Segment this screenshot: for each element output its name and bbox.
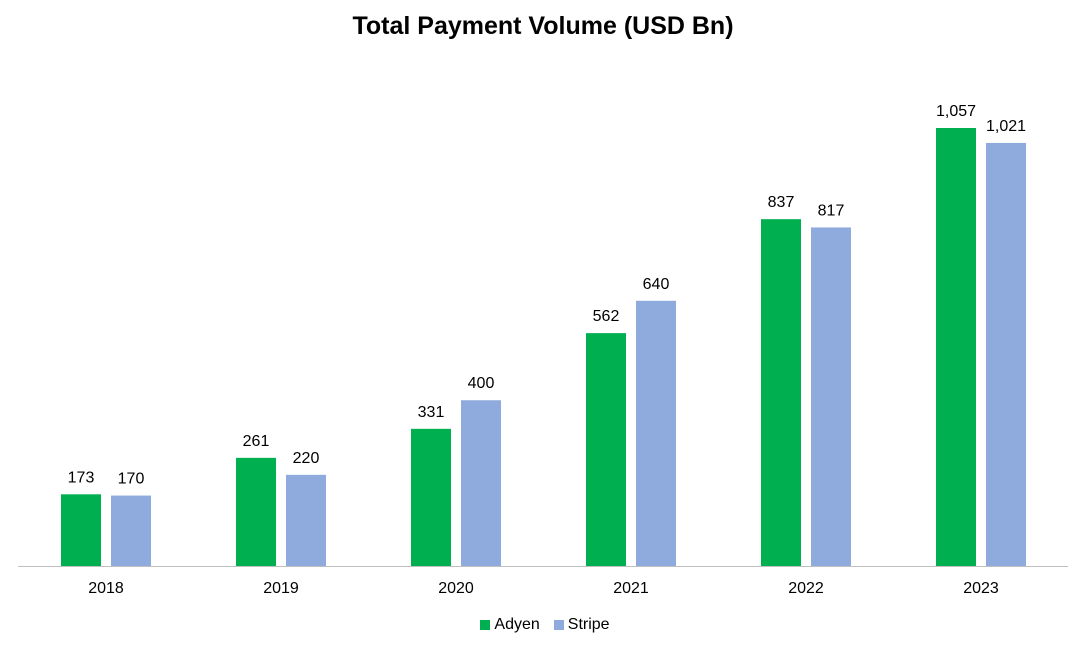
data-label-adyen-2021: 562	[593, 308, 620, 325]
data-label-stripe-2018: 170	[118, 471, 145, 488]
bar-adyen-2022	[761, 219, 801, 566]
bar-stripe-2022	[811, 227, 851, 566]
x-tick-label-2019: 2019	[263, 580, 299, 597]
legend-label-stripe: Stripe	[567, 616, 610, 633]
bar-adyen-2020	[411, 428, 451, 566]
bar-adyen-2018	[61, 494, 101, 566]
bar-adyen-2023	[936, 128, 976, 566]
x-tick-label-2020: 2020	[438, 580, 474, 597]
x-tick-label-2022: 2022	[788, 580, 824, 597]
bar-adyen-2019	[236, 457, 276, 566]
bar-stripe-2023	[986, 142, 1026, 566]
legend-swatch-adyen	[480, 620, 491, 630]
data-label-adyen-2019: 261	[243, 433, 270, 450]
chart-title: Total Payment Volume (USD Bn)	[352, 12, 734, 40]
x-tick-label-2023: 2023	[963, 580, 999, 597]
bar-stripe-2020	[461, 400, 501, 566]
bar-stripe-2018	[111, 495, 151, 566]
legend-item-adyen: Adyen	[480, 616, 540, 634]
data-label-stripe-2019: 220	[293, 450, 320, 467]
bars-group	[61, 128, 1026, 566]
x-tick-labels-group: 2018 2019 2020 2021 2022 2023	[88, 580, 999, 597]
data-label-stripe-2021: 640	[643, 276, 670, 293]
value-labels-group: 173 170 261 220 331 400 562 640 837 817 1,057 1,021	[68, 103, 1026, 488]
legend: Adyen Stripe	[0, 616, 1074, 634]
data-label-stripe-2022: 817	[818, 202, 845, 219]
bar-adyen-2021	[586, 333, 626, 566]
legend-label-adyen: Adyen	[494, 616, 540, 633]
x-tick-label-2021: 2021	[613, 580, 649, 597]
bar-stripe-2021	[636, 300, 676, 566]
legend-item-stripe: Stripe	[553, 616, 610, 634]
data-label-adyen-2018: 173	[68, 469, 95, 486]
legend-swatch-stripe	[553, 620, 564, 630]
data-label-adyen-2023: 1,057	[936, 103, 976, 120]
data-label-adyen-2020: 331	[418, 404, 445, 421]
x-tick-label-2018: 2018	[88, 580, 124, 597]
data-label-stripe-2020: 400	[468, 375, 495, 392]
data-label-stripe-2023: 1,021	[986, 118, 1026, 135]
data-label-adyen-2022: 837	[768, 194, 795, 211]
bar-stripe-2019	[286, 474, 326, 566]
